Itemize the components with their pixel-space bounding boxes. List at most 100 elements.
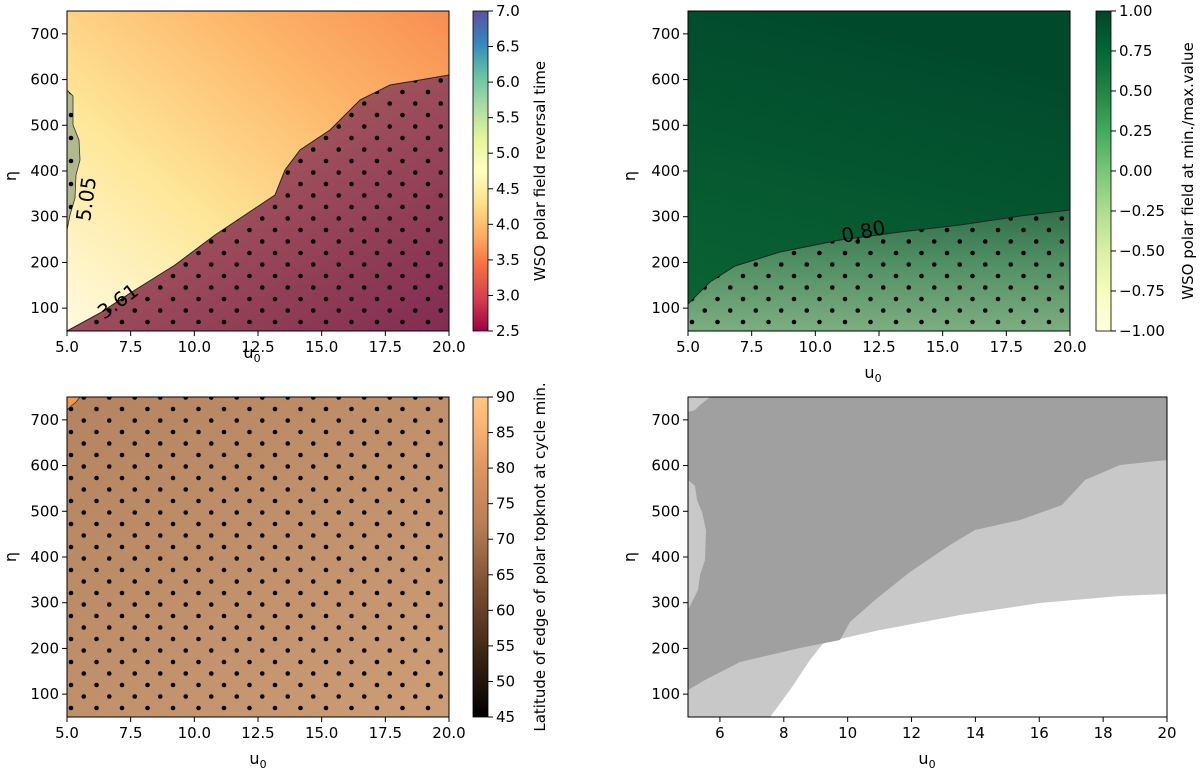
y-tick-label: 300 — [30, 208, 59, 226]
y-tick-label: 600 — [651, 457, 680, 475]
panel-reversal-time: 5.05 3.61 5.0 7.5 10.0 12.5 15.0 17.5 20.0 100… — [1, 2, 549, 365]
colorbar-tick-label: 1.00 — [1119, 2, 1152, 20]
colorbar-tick-label: 6.0 — [496, 73, 520, 91]
colorbar-tick-label: 0.00 — [1119, 162, 1152, 180]
y-tick-label: 700 — [30, 411, 59, 429]
colorbar-tick-label: 4.0 — [496, 215, 520, 233]
colorbar-tick-label: 80 — [496, 459, 515, 477]
x-axis-label: u0 — [243, 343, 260, 365]
dots-hatch-left — [67, 90, 80, 230]
y-tick-label: 100 — [651, 685, 680, 703]
dark-grey-overlap — [688, 397, 1167, 690]
x-tick-label: 7.5 — [119, 338, 143, 356]
colorbar-ticks: 2.5 3.0 3.5 4.0 4.5 5.0 5.5 6.0 6.5 7.0 — [488, 2, 520, 340]
x-tick-label: 20.0 — [432, 338, 465, 356]
x-tick-label: 12.5 — [241, 724, 274, 742]
colorbar-tick-label: 0.75 — [1119, 42, 1152, 60]
colorbar-tick-label: 50 — [496, 672, 515, 690]
colorbar-label: WSO polar field reversal time — [531, 61, 549, 281]
y-tick-label: 600 — [651, 71, 680, 89]
colorbar-tick-label: 75 — [496, 495, 515, 513]
colorbar-tick-label: 5.5 — [496, 109, 520, 127]
x-tick-label: 10.0 — [799, 338, 832, 356]
x-tick-label: 20.0 — [432, 724, 465, 742]
panel-polar-field: 0.80 5.0 7.5 10.0 12.5 15.0 17.5 20.0 10020030… — [620, 2, 1197, 385]
y-tick-label: 500 — [30, 502, 59, 520]
y-axis-label: η — [1, 552, 20, 562]
y-tick-label: 100 — [30, 299, 59, 317]
x-tick-label: 15.0 — [305, 724, 338, 742]
x-tick-label: 12.5 — [241, 338, 274, 356]
colorbar-tick-label: 5.0 — [496, 144, 520, 162]
colorbar-label: WSO polar field at min./max.value — [1179, 42, 1197, 299]
y-tick-label: 500 — [651, 502, 680, 520]
x-tick-label: 6 — [715, 724, 725, 742]
y-tick-label: 200 — [651, 639, 680, 657]
x-ticks: 5.0 7.5 10.0 12.5 15.0 17.5 20.0 — [55, 331, 466, 356]
x-tick-label: 17.5 — [369, 338, 402, 356]
y-tick-label: 100 — [651, 299, 680, 317]
colorbar-tick-label: 2.5 — [496, 322, 520, 340]
y-axis-label: η — [620, 171, 639, 181]
colorbar-tick-label: −1.00 — [1119, 322, 1165, 340]
colorbar-tick-label: 65 — [496, 566, 515, 584]
colorbar-tick-label: −0.75 — [1119, 282, 1165, 300]
y-ticks: 100 200 300 400 500 600 700 — [651, 25, 688, 317]
y-tick-label: 700 — [30, 25, 59, 43]
colorbar-tick-label: 70 — [496, 530, 515, 548]
y-tick-label: 100 — [30, 685, 59, 703]
y-tick-label: 600 — [30, 71, 59, 89]
y-tick-label: 500 — [651, 116, 680, 134]
x-tick-label: 10.0 — [178, 338, 211, 356]
x-tick-label: 17.5 — [990, 338, 1023, 356]
colorbar-tick-label: 6.5 — [496, 38, 520, 56]
x-tick-label: 16 — [1030, 724, 1049, 742]
x-axis-label: u0 — [249, 749, 266, 771]
y-ticks: 100 200 300 400 500 600 700 — [651, 411, 688, 703]
x-tick-label: 12 — [902, 724, 921, 742]
colorbar-tick-label: 85 — [496, 424, 515, 442]
x-tick-label: 17.5 — [369, 724, 402, 742]
y-tick-label: 300 — [651, 208, 680, 226]
y-tick-label: 400 — [30, 548, 59, 566]
x-tick-label: 10 — [838, 724, 857, 742]
colorbar — [1095, 10, 1112, 332]
x-axis-label: u0 — [918, 749, 935, 771]
panel-topknot-latitude: 5.0 7.5 10.0 12.5 15.0 17.5 20.0 100 200 300 400 5… — [1, 382, 549, 771]
y-tick-label: 400 — [651, 548, 680, 566]
colorbar-tick-label: 0.50 — [1119, 82, 1152, 100]
dots-hatch — [688, 210, 1070, 331]
y-tick-label: 300 — [651, 594, 680, 612]
x-tick-label: 14 — [966, 724, 985, 742]
x-tick-label: 20.0 — [1053, 338, 1086, 356]
y-tick-label: 500 — [30, 116, 59, 134]
y-axis-label: η — [620, 552, 639, 562]
x-tick-label: 12.5 — [862, 338, 895, 356]
x-tick-label: 5.0 — [55, 724, 79, 742]
colorbar-label: Latitude of edge of polar topknot at cyc… — [531, 382, 549, 731]
colorbar — [472, 10, 489, 332]
x-ticks: 5.0 7.5 10.0 12.5 15.0 17.5 20.0 — [55, 717, 466, 742]
y-tick-label: 400 — [651, 162, 680, 180]
x-tick-label: 20 — [1157, 724, 1176, 742]
y-tick-label: 700 — [651, 411, 680, 429]
y-tick-label: 700 — [651, 25, 680, 43]
y-tick-label: 200 — [651, 253, 680, 271]
colorbar-tick-label: 0.25 — [1119, 122, 1152, 140]
colorbar-tick-label: 3.0 — [496, 286, 520, 304]
y-tick-label: 400 — [30, 162, 59, 180]
colorbar-tick-label: 3.5 — [496, 251, 520, 269]
x-tick-label: 10.0 — [178, 724, 211, 742]
x-tick-label: 15.0 — [926, 338, 959, 356]
y-tick-label: 200 — [30, 253, 59, 271]
colorbar-ticks: −1.00 −0.75 −0.50 −0.25 0.00 0.25 0.50 0.75 1.00 — [1111, 2, 1165, 340]
x-tick-label: 7.5 — [740, 338, 764, 356]
x-tick-label: 15.0 — [305, 338, 338, 356]
x-tick-label: 18 — [1094, 724, 1113, 742]
x-ticks: 5.0 7.5 10.0 12.5 15.0 17.5 20.0 — [676, 331, 1087, 356]
colorbar-tick-label: 45 — [496, 708, 515, 726]
colorbar-tick-label: 4.5 — [496, 180, 520, 198]
y-tick-label: 200 — [30, 639, 59, 657]
